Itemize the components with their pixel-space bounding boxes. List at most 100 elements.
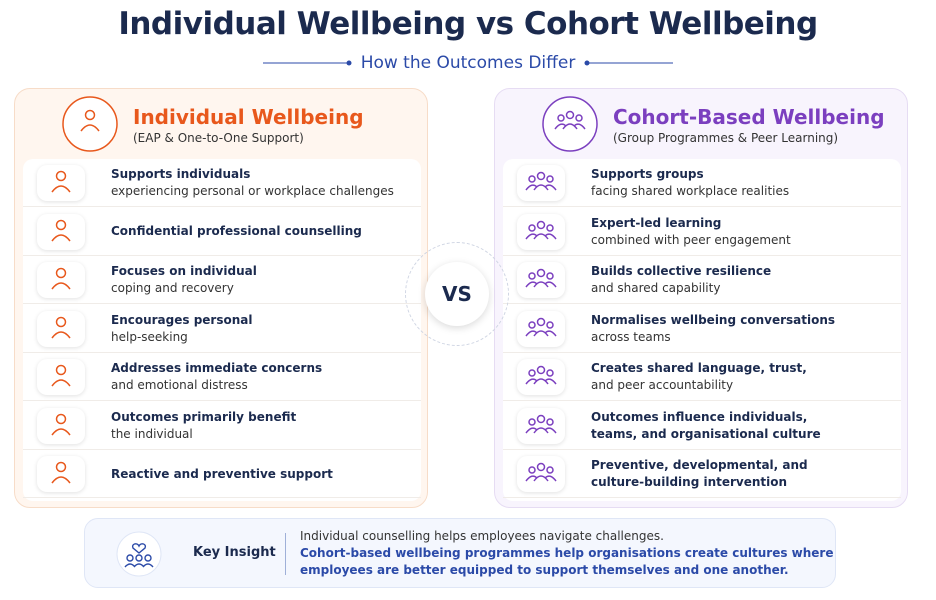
item-row: Expert-led learning combined with peer en… — [503, 208, 901, 256]
item-icon-box — [37, 456, 85, 492]
item-row: Focuses on individual coping and recovery — [23, 256, 421, 304]
item-text: Supports groups facing shared workplace r… — [591, 166, 789, 200]
item-icon — [525, 462, 557, 482]
panel-cohort: Cohort-Based Wellbeing (Group Programmes … — [494, 88, 908, 508]
panel-icon — [62, 96, 118, 152]
item-list: Supports groups facing shared workplace r… — [503, 159, 901, 501]
item-text: Supports individuals experiencing persona… — [111, 166, 394, 200]
item-heading: Focuses on individual — [111, 264, 257, 278]
item-heading: Supports individuals — [111, 167, 251, 181]
item-heading: Expert-led learning — [591, 215, 722, 230]
insight-box: Key Insight Individual counselling helps… — [84, 518, 836, 588]
insight-highlight: Cohort-based wellbeing programmes help o… — [300, 546, 834, 560]
vs-ring — [405, 242, 509, 346]
item-icon-box — [517, 310, 565, 347]
item-icon-box — [517, 165, 565, 201]
item-heading: Outcomes influence individuals, — [591, 409, 808, 424]
panel-icon — [542, 96, 598, 152]
divider — [285, 533, 286, 575]
item-row: Normalises wellbeing conversations across… — [503, 305, 901, 353]
insight-text: Individual counselling helps employees n… — [300, 528, 833, 579]
item-icon — [51, 364, 71, 387]
item-text: Normalises wellbeing conversations across… — [591, 312, 835, 346]
item-text: Addresses immediate concerns and emotiona… — [111, 360, 322, 394]
item-row: Builds collective resilience and shared c… — [503, 256, 901, 304]
item-text: Confidential professional counselling — [111, 223, 362, 240]
item-row: Creates shared language, trust, and peer … — [503, 353, 901, 401]
item-detail: combined with peer engagement — [591, 232, 791, 247]
item-icon — [51, 170, 71, 193]
item-row: Encourages personal help-seeking — [23, 305, 421, 353]
item-icon-box — [517, 359, 565, 395]
item-heading: Builds collective resilience — [591, 264, 772, 278]
item-heading: Reactive and preventive support — [111, 466, 333, 481]
panel-subtitle: (Group Programmes & Peer Learning) — [613, 131, 839, 145]
item-detail: facing shared workplace realities — [591, 184, 790, 198]
item-detail: across teams — [591, 329, 671, 344]
item-heading: Confidential professional counselling — [111, 224, 362, 238]
item-icon — [525, 220, 557, 239]
item-icon-box — [37, 165, 85, 201]
panel-title: Individual Wellbeing — [133, 105, 364, 129]
subtitle-text: How the Outcomes Differ — [360, 53, 576, 73]
item-row: Preventive, developmental, and culture-bu… — [503, 450, 901, 498]
item-detail: coping and recovery — [111, 281, 234, 295]
item-row: Addresses immediate concerns and emotiona… — [23, 353, 421, 401]
item-icon — [51, 267, 71, 290]
item-heading: Preventive, developmental, and — [591, 458, 808, 472]
item-detail: help-seeking — [111, 329, 188, 344]
panel-subtitle: (EAP & One-to-One Support) — [133, 131, 304, 145]
item-text: Focuses on individual coping and recovery — [111, 263, 257, 297]
item-heading: Outcomes primarily benefit — [111, 409, 297, 424]
panel-individual: Individual Wellbeing (EAP & One-to-One Su… — [14, 88, 428, 508]
item-icon — [525, 414, 557, 433]
item-icon-box — [517, 407, 565, 444]
item-text: Preventive, developmental, and culture-bu… — [591, 457, 808, 491]
item-row: Supports individuals experiencing persona… — [23, 159, 421, 207]
item-text: Expert-led learning combined with peer en… — [591, 215, 791, 249]
item-text: Outcomes influence individuals, teams, an… — [591, 409, 821, 443]
item-detail: the individual — [111, 426, 193, 441]
item-text: Creates shared language, trust, and peer … — [591, 360, 807, 394]
item-icon-box — [37, 262, 85, 298]
item-text: Reactive and preventive support — [111, 466, 333, 483]
item-heading: Creates shared language, trust, — [591, 361, 807, 375]
item-detail: and emotional distress — [111, 378, 248, 392]
item-icon — [51, 413, 71, 435]
item-list: Supports individuals experiencing persona… — [23, 159, 421, 501]
item-row: Confidential professional counselling — [23, 208, 421, 256]
insight-label: Key Insight — [193, 545, 276, 560]
item-row: Reactive and preventive support — [23, 450, 421, 498]
item-icon-box — [517, 456, 565, 492]
item-heading: Normalises wellbeing conversations — [591, 312, 836, 327]
item-text: Outcomes primarily benefit the individual — [111, 409, 296, 443]
deco-line — [262, 60, 352, 66]
item-heading: teams, and organisational culture — [591, 426, 821, 441]
item-text: Builds collective resilience and shared c… — [591, 263, 771, 297]
item-icon — [51, 461, 71, 484]
item-icon — [525, 171, 557, 191]
item-row: Outcomes influence individuals, teams, an… — [503, 402, 901, 450]
item-icon — [51, 316, 71, 338]
item-icon-box — [37, 213, 85, 250]
item-icon-box — [37, 407, 85, 444]
deco-line — [584, 60, 674, 66]
item-text: Encourages personal help-seeking — [111, 312, 253, 346]
item-icon-box — [37, 310, 85, 347]
item-detail: experiencing personal or workplace chall… — [111, 184, 394, 198]
subtitle: How the Outcomes Differ — [0, 53, 936, 73]
item-icon — [51, 219, 71, 241]
item-icon-box — [37, 359, 85, 395]
item-heading: Encourages personal — [111, 312, 253, 327]
item-icon — [525, 268, 557, 288]
title: Individual Wellbeing vs Cohort Wellbeing — [118, 6, 818, 42]
item-icon — [525, 317, 557, 336]
item-heading: Addresses immediate concerns — [111, 361, 323, 375]
item-row: Outcomes primarily benefit the individual — [23, 402, 421, 450]
vs-badge: VS — [425, 262, 489, 326]
item-icon-box — [517, 262, 565, 298]
insight-highlight: employees are better equipped to support… — [300, 563, 789, 577]
panel-title: Cohort-Based Wellbeing — [613, 105, 885, 129]
item-icon-box — [517, 213, 565, 250]
